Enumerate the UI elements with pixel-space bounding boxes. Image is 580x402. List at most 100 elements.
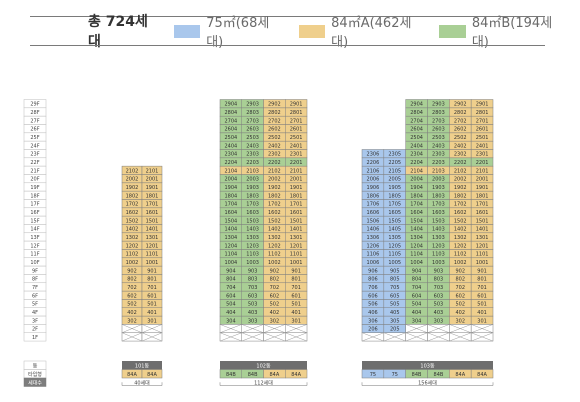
- unit-number: 1801: [290, 193, 303, 199]
- unit-number: 502: [127, 302, 137, 308]
- unit-number: 1002: [126, 260, 139, 266]
- unit-number: 1102: [268, 252, 281, 258]
- unit-number: 905: [390, 268, 400, 274]
- unit-number: 1003: [246, 260, 259, 266]
- unit-number: 1403: [246, 227, 259, 233]
- unit-number: 2202: [454, 160, 467, 166]
- unit-number: 1804: [410, 193, 423, 199]
- unit-number: 302: [270, 318, 280, 324]
- unit-number: 1701: [290, 202, 303, 208]
- unit-number: 1904: [410, 185, 423, 191]
- unit-number: 601: [291, 293, 301, 299]
- pilotis-cross: [383, 332, 406, 342]
- unit-number: 2002: [126, 177, 139, 183]
- unit-number: 2102: [126, 168, 139, 174]
- unit-number: 1702: [126, 202, 139, 208]
- unit-number: 1102: [454, 252, 467, 258]
- unit-number: 1803: [432, 193, 445, 199]
- unit-number: 904: [226, 268, 236, 274]
- unit-number: 902: [455, 268, 465, 274]
- unit-number: 1603: [432, 210, 445, 216]
- building-103동-name-bar: [362, 361, 493, 370]
- unit-number: 1905: [388, 185, 401, 191]
- unit-number: 1103: [246, 252, 259, 258]
- unit-number: 2306: [367, 152, 380, 158]
- unit-number: 2503: [432, 135, 445, 141]
- unit-number: 1901: [476, 185, 489, 191]
- unit-number: 1906: [367, 185, 380, 191]
- unit-number: 2601: [476, 127, 489, 133]
- unit-number: 1304: [410, 235, 423, 241]
- unit-number: 806: [368, 277, 378, 283]
- unit-number: 2701: [476, 118, 489, 124]
- floor-label: 22F: [30, 160, 39, 166]
- unit-number: 2702: [268, 118, 281, 124]
- unit-number: 701: [477, 285, 487, 291]
- unit-number: 1803: [246, 193, 259, 199]
- unit-number: 2402: [268, 143, 281, 149]
- unit-count: 40세대: [134, 379, 150, 386]
- floor-label: 13F: [30, 235, 39, 241]
- unit-number: 901: [291, 268, 301, 274]
- unit-number: 1702: [454, 202, 467, 208]
- unit-number: 804: [226, 277, 236, 283]
- unit-number: 2701: [290, 118, 303, 124]
- type-label: 84B: [412, 372, 422, 378]
- unit-number: 1902: [454, 185, 467, 191]
- unit-number: 1801: [476, 193, 489, 199]
- unit-number: 2602: [268, 127, 281, 133]
- unit-number: 703: [248, 285, 258, 291]
- unit-number: 606: [368, 293, 378, 299]
- unit-number: 2006: [367, 177, 380, 183]
- unit-number: 506: [368, 302, 378, 308]
- unit-number: 1001: [146, 260, 159, 266]
- floor-label: 23F: [30, 152, 39, 158]
- unit-number: 1502: [126, 218, 139, 224]
- unit-number: 2504: [410, 135, 423, 141]
- unit-number: 903: [434, 268, 444, 274]
- unit-number: 2003: [432, 177, 445, 183]
- floor-label: 18F: [30, 193, 39, 199]
- unit-number: 1704: [225, 202, 238, 208]
- unit-number: 1403: [432, 227, 445, 233]
- pilotis-cross: [427, 324, 450, 333]
- unit-number: 2903: [432, 102, 445, 108]
- unit-number: 2904: [225, 102, 238, 108]
- unit-number: 401: [477, 310, 487, 316]
- unit-number: 2902: [454, 102, 467, 108]
- unit-number: 503: [248, 302, 258, 308]
- unit-number: 1004: [410, 260, 423, 266]
- unit-number: 402: [127, 310, 137, 316]
- unit-number: 703: [434, 285, 444, 291]
- unit-number: 2305: [388, 152, 401, 158]
- unit-number: 302: [455, 318, 465, 324]
- type-label: 75: [370, 372, 376, 378]
- unit-number: 2002: [454, 177, 467, 183]
- unit-number: 2902: [268, 102, 281, 108]
- unit-number: 2802: [268, 110, 281, 116]
- unit-number: 1601: [476, 210, 489, 216]
- unit-number: 402: [270, 310, 280, 316]
- unit-number: 1404: [225, 227, 238, 233]
- unit-number: 1605: [388, 210, 401, 216]
- unit-number: 406: [368, 310, 378, 316]
- unit-number: 1504: [410, 218, 423, 224]
- unit-number: 1506: [367, 218, 380, 224]
- unit-number: 802: [455, 277, 465, 283]
- type-label: 84A: [269, 372, 279, 378]
- type-label: 75: [392, 372, 398, 378]
- unit-number: 502: [270, 302, 280, 308]
- pilotis-cross: [219, 332, 242, 342]
- unit-number: 2204: [225, 160, 238, 166]
- unit-number: 504: [412, 302, 422, 308]
- pilotis-cross: [405, 332, 428, 342]
- unit-number: 505: [390, 302, 400, 308]
- unit-number: 1606: [367, 210, 380, 216]
- unit-number: 702: [270, 285, 280, 291]
- unit-number: 303: [434, 318, 444, 324]
- unit-number: 1105: [388, 252, 401, 258]
- unit-number: 2301: [476, 152, 489, 158]
- unit-number: 1702: [268, 202, 281, 208]
- unit-number: 601: [477, 293, 487, 299]
- row-label-count: 세대수: [28, 379, 42, 386]
